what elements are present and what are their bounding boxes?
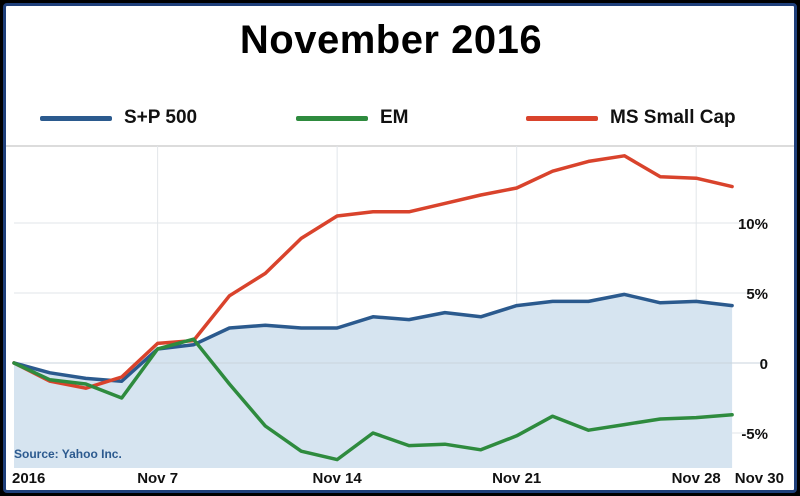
series-line-em [12,337,734,462]
legend-label-small-cap: MS Small Cap [610,107,736,128]
x-tick-label: Nov 7 [137,470,178,487]
y-tick-label: 0 [760,356,768,373]
source-note: Source: Yahoo Inc. [14,447,122,461]
series-line-sp500 [12,292,734,383]
legend-swatch-sp500 [40,115,112,121]
legend-item-small-cap: MS Small Cap [526,100,736,136]
y-tick-label: 5% [746,286,768,303]
chart-title: November 2016 [239,18,543,62]
legend-label-em: EM [380,107,409,128]
x-tick-label: Nov 14 [313,470,363,487]
legend-label-sp500: S+P 500 [124,107,198,128]
legend-swatch-em [296,115,368,121]
chart-frame: November 2016 S+P 500 EM MS Small Cap 10… [3,3,797,493]
plot-area: 10% 5% 0 -5% 2016 Nov 7 Nov 14 Nov 21 Nov 28 Nov … [6,145,794,487]
x-tick-label: Nov 30 [735,470,784,487]
legend-item-em: EM [296,100,409,136]
legend-swatch-small-cap [526,115,598,121]
y-tick-label: 10% [738,216,768,233]
x-tick-label: Nov 21 [492,470,541,487]
x-tick-label: Nov 28 [672,470,721,487]
series-line-small-cap [12,154,734,390]
y-tick-label: -5% [741,426,768,443]
legend-item-sp500: S+P 500 [40,100,197,136]
sp500-area-fill [14,294,733,468]
x-tick-label: 2016 [12,470,45,487]
